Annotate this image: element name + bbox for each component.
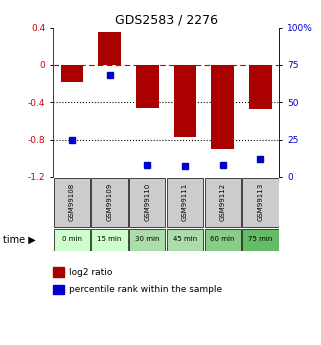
Text: log2 ratio: log2 ratio (69, 268, 112, 277)
Text: time ▶: time ▶ (3, 235, 36, 245)
Bar (174, 65, 196, 137)
Text: 15 min: 15 min (97, 236, 122, 242)
Text: GSM99110: GSM99110 (144, 183, 150, 220)
FancyBboxPatch shape (204, 178, 241, 227)
FancyBboxPatch shape (204, 229, 241, 251)
Bar (249, 65, 272, 109)
FancyBboxPatch shape (129, 229, 165, 251)
FancyBboxPatch shape (167, 229, 203, 251)
Text: percentile rank within the sample: percentile rank within the sample (69, 285, 222, 294)
Text: GSM99109: GSM99109 (107, 183, 113, 220)
Text: 30 min: 30 min (135, 236, 160, 242)
Text: GSM99108: GSM99108 (69, 183, 75, 220)
Text: 75 min: 75 min (248, 236, 273, 242)
FancyBboxPatch shape (91, 229, 128, 251)
Text: GSM99112: GSM99112 (220, 183, 226, 220)
FancyBboxPatch shape (242, 229, 279, 251)
Text: GSM99113: GSM99113 (257, 183, 264, 220)
Title: GDS2583 / 2276: GDS2583 / 2276 (115, 13, 218, 27)
Bar (98, 32, 121, 65)
FancyBboxPatch shape (91, 178, 128, 227)
FancyBboxPatch shape (54, 229, 90, 251)
FancyBboxPatch shape (167, 178, 203, 227)
Text: 45 min: 45 min (173, 236, 197, 242)
FancyBboxPatch shape (54, 178, 90, 227)
FancyBboxPatch shape (242, 178, 279, 227)
Bar (60, 65, 83, 82)
Bar (211, 65, 234, 149)
Text: 0 min: 0 min (62, 236, 82, 242)
Bar (136, 65, 159, 108)
Text: GSM99111: GSM99111 (182, 183, 188, 220)
FancyBboxPatch shape (129, 178, 165, 227)
Text: 60 min: 60 min (211, 236, 235, 242)
